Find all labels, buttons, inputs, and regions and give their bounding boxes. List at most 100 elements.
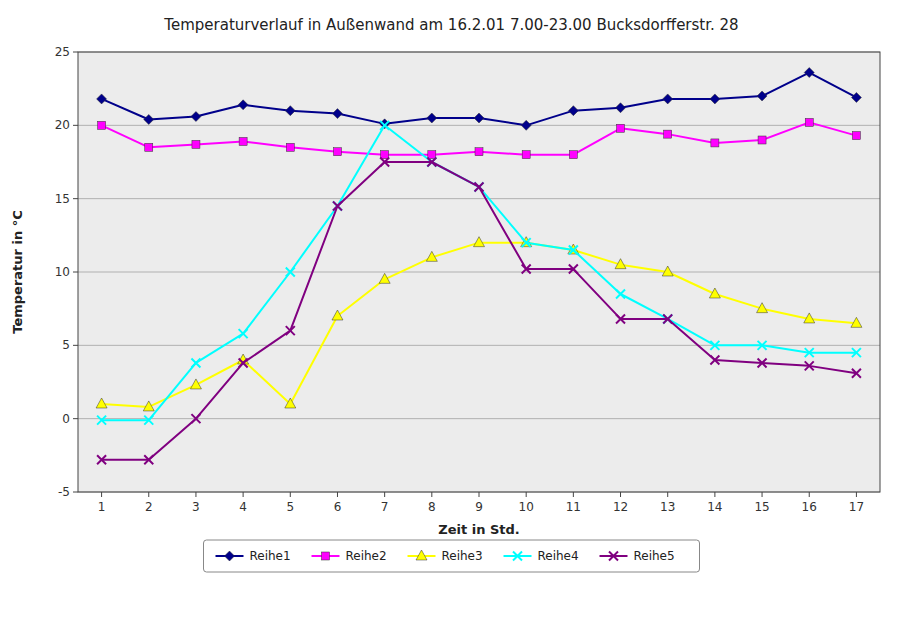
x-tick-label: 4: [239, 500, 247, 514]
legend-label: Reihe1: [250, 549, 291, 563]
y-tick-label: 20: [55, 118, 70, 132]
point: [804, 313, 815, 323]
point: [286, 143, 294, 151]
y-tick-label: 5: [62, 338, 70, 352]
legend-marker: [322, 552, 330, 560]
series-line: [102, 73, 857, 126]
point: [710, 356, 719, 365]
point: [617, 124, 625, 132]
x-tick-label: 9: [475, 500, 483, 514]
title: Temperaturverlauf in Außenwand am 16.2.0…: [163, 16, 738, 34]
point: [97, 416, 106, 425]
axes: -505101520251234567891011121314151617: [55, 45, 880, 514]
point: [569, 151, 577, 159]
y-tick: [73, 198, 78, 199]
chart: Temperaturverlauf in Außenwand am 16.2.0…: [0, 0, 903, 626]
x-tick-label: 14: [707, 500, 722, 514]
legend: Reihe1Reihe2Reihe3Reihe4Reihe5: [204, 540, 700, 572]
point: [758, 136, 766, 144]
series: [98, 118, 861, 158]
point: [616, 314, 625, 323]
legend-marker: [225, 551, 235, 561]
x-tick: [714, 492, 715, 497]
grid: [78, 52, 880, 492]
point: [427, 113, 437, 123]
point: [98, 121, 106, 129]
series: [97, 158, 861, 465]
y-tick-label: 0: [62, 412, 70, 426]
point: [662, 266, 673, 276]
point: [522, 265, 531, 274]
x-tick: [101, 492, 102, 497]
series: [97, 121, 861, 425]
point: [191, 414, 200, 423]
legend-box: [204, 540, 700, 572]
y-tick-label: 10: [55, 265, 70, 279]
point: [191, 112, 201, 122]
point: [852, 132, 860, 140]
y-tick: [73, 52, 78, 53]
point: [239, 329, 248, 338]
point: [426, 251, 437, 261]
x-tick: [290, 492, 291, 497]
point: [522, 151, 530, 159]
legend-marker: [513, 552, 522, 561]
marks: [96, 68, 862, 465]
x-tick: [148, 492, 149, 497]
x-tick-label: 8: [428, 500, 436, 514]
point: [474, 237, 485, 247]
x-tick: [667, 492, 668, 497]
plot-background: [78, 52, 880, 492]
x-tick: [856, 492, 857, 497]
x-tick-label: 1: [98, 500, 106, 514]
point: [144, 416, 153, 425]
point: [521, 120, 531, 130]
point: [852, 348, 861, 357]
x-tick: [809, 492, 810, 497]
x-tick: [762, 492, 763, 497]
point: [475, 148, 483, 156]
point: [143, 401, 154, 411]
point: [191, 358, 200, 367]
point: [238, 100, 248, 110]
point: [521, 237, 532, 247]
point: [332, 310, 343, 320]
series-line: [102, 162, 857, 460]
point: [333, 202, 342, 211]
x-tick-label: 12: [613, 500, 628, 514]
legend-label: Reihe3: [442, 549, 483, 563]
point: [569, 246, 578, 255]
point: [616, 290, 625, 299]
y-tick-label: -5: [58, 485, 70, 499]
grid-line: [78, 125, 880, 126]
point: [379, 273, 390, 283]
x-tick-label: 7: [381, 500, 389, 514]
x-axis-label: Zeit in Std.: [438, 522, 520, 537]
point: [380, 158, 389, 167]
x-tick: [526, 492, 527, 497]
point: [333, 148, 341, 156]
point: [710, 341, 719, 350]
grid-line: [78, 418, 880, 419]
point: [709, 288, 720, 298]
y-tick: [73, 418, 78, 419]
series-line: [102, 243, 857, 407]
point: [804, 68, 814, 78]
point: [663, 314, 672, 323]
y-tick: [73, 125, 78, 126]
legend-label: Reihe4: [538, 549, 579, 563]
point: [239, 137, 247, 145]
point: [568, 106, 578, 116]
point: [380, 121, 389, 130]
point: [475, 182, 484, 191]
point: [757, 303, 768, 313]
x-tick-label: 3: [192, 500, 200, 514]
y-axis-label: Temperatur in °C: [10, 210, 25, 334]
point: [285, 106, 295, 116]
point: [96, 398, 107, 408]
point: [144, 455, 153, 464]
point: [522, 238, 531, 247]
point: [285, 398, 296, 408]
point: [852, 369, 861, 378]
y-tick: [73, 492, 78, 493]
